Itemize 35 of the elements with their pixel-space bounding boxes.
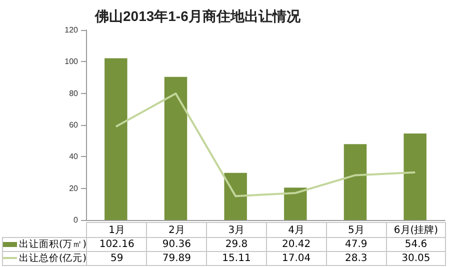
data-label: 17.04 — [266, 252, 326, 266]
data-label: 20.42 — [266, 238, 326, 252]
data-label: 54.6 — [386, 238, 446, 252]
y-tick-label: 20 — [69, 184, 79, 193]
bar — [344, 144, 367, 220]
x-tick-label: 1月 — [86, 222, 147, 238]
x-tick-label: 4月 — [266, 222, 326, 238]
data-label: 90.36 — [146, 238, 207, 252]
data-label: 59 — [86, 252, 147, 266]
bar — [224, 172, 247, 220]
x-tick-label: 6月(挂牌) — [386, 222, 446, 238]
x-tick-label: 3月 — [206, 222, 266, 238]
legend-label: 出让面积(万㎡) — [2, 238, 87, 252]
bar — [164, 76, 188, 220]
legend-label: 出让总价(亿元) — [2, 252, 87, 266]
data-label: 102.16 — [86, 238, 147, 252]
x-tick-label: 5月 — [326, 222, 386, 238]
data-label: 79.89 — [146, 252, 207, 266]
data-label: 30.05 — [386, 252, 446, 266]
bar — [284, 188, 307, 220]
data-label: 47.9 — [326, 238, 386, 252]
y-tick-label: 40 — [69, 152, 79, 162]
y-tick-label: 0 — [74, 216, 79, 224]
y-tick-label: 120 — [64, 26, 79, 34]
y-tick-label: 60 — [69, 120, 79, 130]
y-tick-label: 80 — [69, 88, 79, 98]
data-label: 29.8 — [206, 238, 266, 252]
chart-title: 佛山2013年1-6月商住地出让情况 — [94, 8, 302, 24]
x-tick-label: 2月 — [146, 222, 207, 238]
bar — [104, 58, 128, 220]
data-label: 15.11 — [206, 252, 266, 266]
y-tick-label: 100 — [64, 57, 79, 66]
line-series — [114, 92, 416, 198]
data-label: 28.3 — [326, 252, 386, 266]
bar — [404, 134, 426, 220]
